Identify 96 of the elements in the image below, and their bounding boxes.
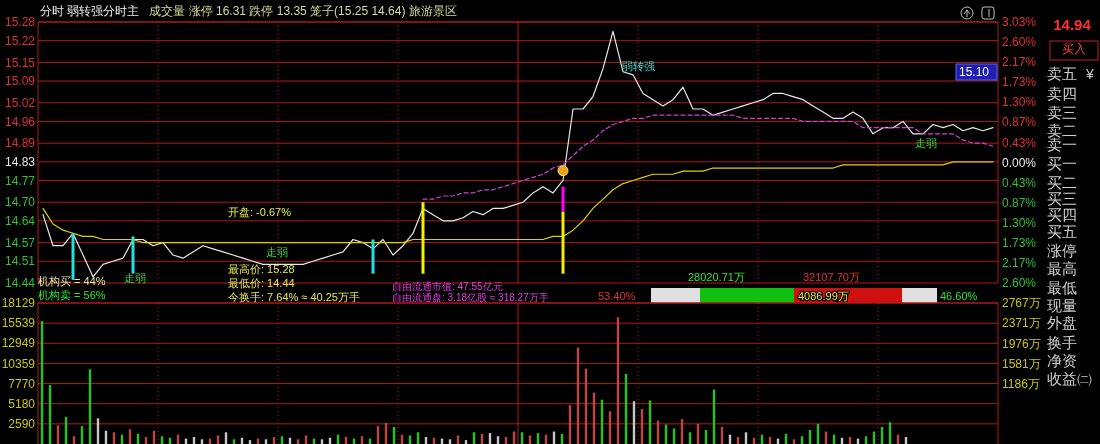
- bar: [561, 211, 565, 274]
- y2-tick-label: 1.73%: [1002, 75, 1037, 90]
- text: 卖三: [1047, 104, 1077, 121]
- text: 卖二: [1047, 122, 1077, 139]
- chart-subtitle: 成交量 涨停 16.31 跌停 13.35 笼子(15.25 14.64) 旅游景区: [149, 4, 457, 18]
- text: 买入: [1062, 42, 1086, 56]
- y-tick-label: 14.44: [4, 276, 36, 291]
- bar: [71, 233, 75, 280]
- annotation: 走弱: [266, 246, 288, 258]
- y2-tick-label: 0.87%: [1002, 115, 1037, 130]
- chart-title: 分时 弱转强分时主: [40, 4, 140, 18]
- y2-tick-label: 1976万: [1002, 336, 1041, 351]
- y-tick-label: 14.89: [4, 136, 36, 151]
- text: 换手: [1047, 334, 1077, 351]
- y2-tick-label: 2.17%: [1002, 55, 1037, 70]
- text: 净资: [1047, 352, 1077, 369]
- text: 53.40%: [598, 290, 636, 302]
- y-tick-label: 14.57: [4, 235, 36, 250]
- y2-tick-label: 2.60%: [1002, 276, 1037, 291]
- text: 涨停: [1047, 242, 1077, 259]
- text: 机构卖 = 56%: [38, 289, 106, 301]
- y-tick-label: 15.02: [4, 95, 36, 110]
- y2-tick-label: 0.43%: [1002, 175, 1037, 190]
- y2-tick-label: 0.87%: [1002, 196, 1037, 210]
- annotation: 28020.71万: [688, 271, 745, 283]
- annotation: 自由流通市值: 47.55亿元: [392, 281, 503, 292]
- y-tick-label: 2590: [8, 417, 36, 432]
- text: 买一: [1047, 155, 1077, 172]
- y-tick-label: 14.51: [4, 254, 36, 269]
- y-tick-label: 7770: [8, 376, 36, 391]
- y2-tick-label: 1581万: [1002, 356, 1041, 371]
- text: 买四: [1047, 206, 1077, 223]
- y-tick-label: 12949: [1, 336, 36, 351]
- y2-tick-label: 2.17%: [1002, 256, 1037, 271]
- annotation: 走弱: [124, 272, 146, 284]
- y-tick-label: 15.28: [4, 15, 36, 30]
- bar: [296, 439, 300, 444]
- bar: [561, 186, 565, 212]
- y2-tick-label: 1.30%: [1002, 95, 1037, 110]
- y-tick-label: 18129: [1, 296, 36, 311]
- bar: [131, 236, 135, 274]
- bar: [371, 239, 375, 274]
- text: 买五: [1047, 223, 1077, 240]
- text: 外盘: [1047, 314, 1077, 331]
- y-tick-label: 15.22: [4, 33, 36, 48]
- y2-tick-label: 2371万: [1002, 316, 1041, 331]
- bar: [448, 439, 452, 444]
- text: 最高: [1047, 260, 1077, 277]
- y-tick-label: 14.96: [4, 114, 36, 129]
- y-tick-label: 14.64: [4, 214, 36, 229]
- text: 收益㈡: [1047, 370, 1092, 387]
- y2-tick-label: 1.30%: [1002, 215, 1037, 230]
- bar: [264, 439, 268, 444]
- annotation: 走弱: [915, 137, 937, 149]
- y-tick-label: 15.09: [4, 74, 36, 89]
- text: 现量: [1047, 297, 1077, 314]
- y2-tick-label: 2767万: [1002, 296, 1041, 311]
- bar: [232, 439, 236, 444]
- annotation: 机构买 = 44%: [38, 275, 106, 287]
- text: 买三: [1047, 190, 1077, 207]
- y-tick-label: 5180: [8, 396, 36, 411]
- text: 买二: [1047, 174, 1077, 191]
- text: 卖一: [1047, 136, 1077, 153]
- y-tick-label: 14.70: [4, 195, 36, 210]
- text: 4086.99万: [798, 290, 849, 302]
- y-tick-label: 15539: [1, 316, 36, 331]
- bar: [320, 439, 324, 444]
- text: 46.60%: [940, 290, 978, 302]
- annotation: 32107.70万: [803, 271, 860, 283]
- annotation: 今换手: 7.64% ≈ 40.25万手: [228, 291, 360, 303]
- annotation: 自由流通盘: 3.18亿股 ≈ 318.27万手: [392, 292, 549, 303]
- y2-tick-label: 2.60%: [1002, 35, 1037, 50]
- text: 14.94: [1053, 16, 1092, 33]
- y-tick-label: 15.15: [4, 55, 36, 70]
- annotation: 最高价: 15.28: [228, 263, 295, 275]
- annotation: 开盘: -0.67%: [228, 206, 292, 218]
- y2-tick-label: 1186万: [1002, 376, 1040, 391]
- y2-tick-label: 3.03%: [1002, 15, 1037, 30]
- y2-tick-label: 0.43%: [1002, 135, 1037, 150]
- y2-tick-label: 0.00%: [1002, 155, 1037, 170]
- text: ¥: [1085, 66, 1094, 82]
- annotation: 15.10: [959, 65, 990, 80]
- annotation: 最低价: 14.44: [228, 277, 295, 289]
- y-tick-label: 14.77: [4, 173, 36, 188]
- y2-tick-label: 1.73%: [1002, 235, 1037, 250]
- text: 最低: [1047, 279, 1077, 296]
- text: 卖四: [1047, 85, 1077, 102]
- y-tick-label: 14.83: [4, 155, 36, 170]
- line-series: [422, 114, 994, 200]
- annotation: 弱转强: [622, 60, 655, 72]
- text: 卖五: [1047, 65, 1077, 82]
- bar: [200, 439, 204, 444]
- bar: [792, 439, 796, 444]
- y-tick-label: 10359: [1, 356, 36, 371]
- line-series: [42, 161, 994, 244]
- bar: [421, 202, 425, 274]
